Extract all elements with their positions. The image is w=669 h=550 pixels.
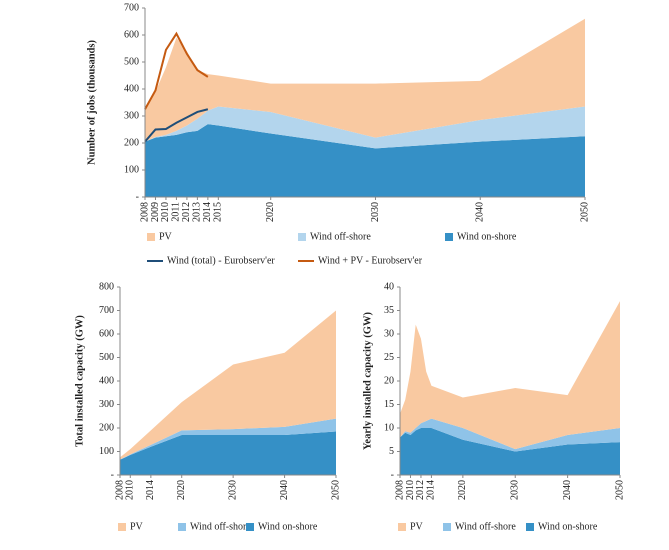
x-tick-label: 2050 xyxy=(579,202,590,222)
legend-label: Wind on-shore xyxy=(538,521,598,532)
y-tick-label: - xyxy=(136,191,139,202)
legend-swatch xyxy=(443,523,451,531)
y-tick-label: 10 xyxy=(384,422,394,433)
area xyxy=(400,428,620,475)
legend-label: Wind off-shore xyxy=(190,521,251,532)
legend-label: Wind on-shore xyxy=(258,521,318,532)
legend-label: PV xyxy=(410,521,424,532)
y-tick-label: 15 xyxy=(384,399,394,410)
y-tick-label: 300 xyxy=(99,399,114,410)
area xyxy=(120,431,336,475)
x-tick-label: 2013 xyxy=(192,202,203,222)
x-tick-label: 2014 xyxy=(202,202,213,222)
legend-label: Wind + PV - Eurobserv'er xyxy=(318,255,423,266)
y-tick-label: 300 xyxy=(124,110,139,121)
x-tick-label: 2008 xyxy=(394,480,405,500)
x-tick-label: 2012 xyxy=(415,480,426,500)
x-tick-label: 2020 xyxy=(265,202,276,222)
x-tick-label: 2030 xyxy=(370,202,381,222)
area xyxy=(145,106,585,149)
legend-swatch xyxy=(445,233,453,241)
x-tick-label: 2010 xyxy=(405,480,416,500)
x-tick-label: 2008 xyxy=(139,202,150,222)
x-tick-label: 2015 xyxy=(213,202,224,222)
x-tick-label: 2020 xyxy=(457,480,468,500)
legend-label: Wind (total) - Eurobserv'er xyxy=(167,255,275,266)
area xyxy=(145,124,585,197)
x-tick-label: 2040 xyxy=(475,202,486,222)
y-tick-label: 400 xyxy=(99,375,114,386)
y-tick-label: 40 xyxy=(384,281,394,292)
y-tick-label: 400 xyxy=(124,83,139,94)
y-tick-label: 100 xyxy=(124,164,139,175)
legend-swatch xyxy=(298,233,306,241)
y-tick-label: 700 xyxy=(124,2,139,13)
x-tick-label: 2040 xyxy=(279,480,290,500)
y-tick-label: 25 xyxy=(384,352,394,363)
legend-label: PV xyxy=(130,521,144,532)
x-tick-label: 2030 xyxy=(227,480,238,500)
legend-label: Wind off-shore xyxy=(455,521,516,532)
y-tick-label: 35 xyxy=(384,305,394,316)
line xyxy=(144,31,209,110)
x-tick-label: 2010 xyxy=(125,480,136,500)
legend-swatch xyxy=(398,523,406,531)
legend-swatch xyxy=(526,523,534,531)
area xyxy=(120,310,336,460)
legend-swatch xyxy=(118,523,126,531)
y-tick-label: 200 xyxy=(124,137,139,148)
x-tick-label: 2020 xyxy=(176,480,187,500)
y-tick-label: 700 xyxy=(99,305,114,316)
y-axis-label: Number of jobs (thousands) xyxy=(86,40,97,165)
x-tick-label: 2009 xyxy=(150,202,161,222)
x-tick-label: 2050 xyxy=(614,480,625,500)
x-tick-label: 2030 xyxy=(510,480,521,500)
y-tick-label: 20 xyxy=(384,375,394,386)
legend-label: Wind off-shore xyxy=(310,231,371,242)
legend-label: PV xyxy=(159,231,173,242)
area xyxy=(400,418,620,452)
y-tick-label: 600 xyxy=(124,29,139,40)
y-tick-label: 5 xyxy=(389,446,394,457)
area xyxy=(145,18,585,142)
y-tick-label: - xyxy=(391,469,394,480)
y-tick-label: 600 xyxy=(99,328,114,339)
y-tick-label: 500 xyxy=(99,352,114,363)
x-tick-label: 2050 xyxy=(330,480,341,500)
legend-swatch xyxy=(246,523,254,531)
y-tick-label: - xyxy=(111,469,114,480)
y-tick-label: 30 xyxy=(384,328,394,339)
y-tick-label: 200 xyxy=(99,422,114,433)
line xyxy=(144,108,209,143)
area xyxy=(400,301,620,450)
x-tick-label: 2012 xyxy=(181,202,192,222)
area xyxy=(120,418,336,460)
y-axis-label: Total installed capacity (GW) xyxy=(74,315,85,447)
y-tick-label: 500 xyxy=(124,56,139,67)
legend-swatch xyxy=(147,233,155,241)
y-tick-label: 800 xyxy=(99,281,114,292)
y-axis-label: Yearly installed capacity (GW) xyxy=(362,312,373,450)
legend-swatch xyxy=(178,523,186,531)
x-tick-label: 2011 xyxy=(171,202,182,222)
y-tick-label: 100 xyxy=(99,446,114,457)
x-tick-label: 2040 xyxy=(562,480,573,500)
x-tick-label: 2014 xyxy=(426,480,437,500)
x-tick-label: 2008 xyxy=(114,480,125,500)
x-tick-label: 2010 xyxy=(160,202,171,222)
x-tick-label: 2014 xyxy=(145,480,156,500)
legend-label: Wind on-shore xyxy=(457,231,517,242)
